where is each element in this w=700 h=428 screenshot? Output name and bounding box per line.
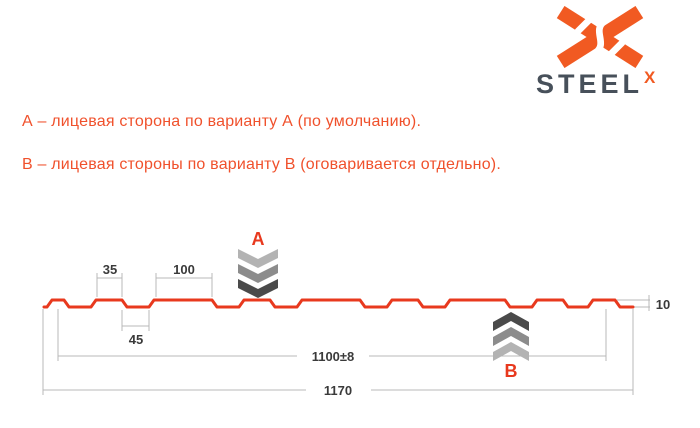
side-a-chevron-icon xyxy=(238,249,278,298)
side-b-chevron-icon xyxy=(493,312,529,361)
steelx-logo: STEELX xyxy=(536,6,686,98)
legend-line-variant-b: В – лицевая стороны по варианту В (огова… xyxy=(22,156,501,173)
side-a-label: А xyxy=(252,229,265,249)
dim-useful-width-label: 1100±8 xyxy=(312,349,355,364)
brand-text: STEEL xyxy=(536,69,644,99)
dim-groove-bottom-label: 45 xyxy=(129,332,143,347)
dim-rib-top-label: 35 xyxy=(103,262,117,277)
brand-sup-x: X xyxy=(644,68,656,87)
dimension-lines xyxy=(42,273,650,395)
dim-full-width-label: 1170 xyxy=(324,383,352,398)
steelx-x-icon xyxy=(556,6,644,68)
brand-wordmark: STEELX xyxy=(536,68,686,98)
legend-line-variant-a: А – лицевая сторона по варианту А (по ум… xyxy=(22,113,422,130)
profile-line xyxy=(42,298,635,309)
side-b-label: В xyxy=(505,361,518,381)
dim-pitch-label: 100 xyxy=(173,262,195,277)
dim-height-label: 10 xyxy=(656,297,670,312)
